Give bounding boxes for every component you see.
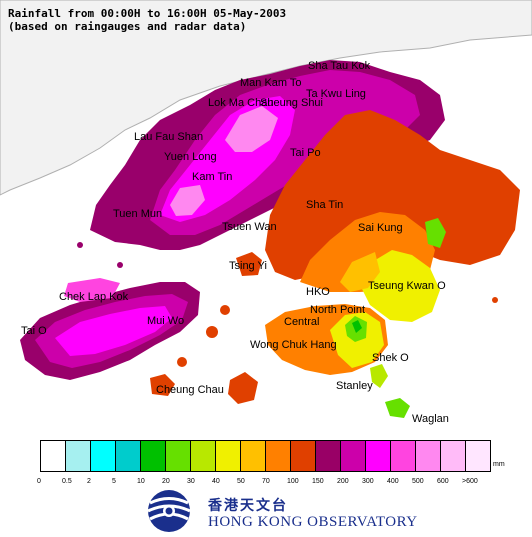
org-name-chinese: 香港天文台 xyxy=(208,498,288,514)
legend-swatch xyxy=(65,440,91,472)
place-label: Sha Tau Kok xyxy=(308,60,371,72)
place-label: Tuen Mun xyxy=(113,208,163,220)
map-title: Rainfall from 00:00H to 16:00H 05-May-20… xyxy=(8,7,287,20)
legend-swatch xyxy=(115,440,141,472)
place-label: Mui Wo xyxy=(147,315,185,327)
place-label: Stanley xyxy=(336,380,373,392)
legend-swatch xyxy=(265,440,291,472)
hk-island-darkgreen xyxy=(352,320,362,333)
sai-kung-islands xyxy=(425,218,446,248)
legend-tick-label: 50 xyxy=(237,478,245,485)
place-label: North Point xyxy=(310,304,366,316)
legend-swatch xyxy=(465,440,491,472)
lamma-island xyxy=(228,372,258,404)
legend-swatch xyxy=(340,440,366,472)
place-label: Tai Po xyxy=(290,147,321,159)
rainfall-legend xyxy=(40,440,492,472)
legend-unit: mm xyxy=(493,461,505,468)
legend-swatch xyxy=(140,440,166,472)
place-label: Ta Kwu Ling xyxy=(306,88,366,100)
legend-tick-label: 0.5 xyxy=(62,478,72,485)
legend-swatch xyxy=(215,440,241,472)
legend-tick-label: 500 xyxy=(412,478,424,485)
legend-tick-label: 150 xyxy=(312,478,324,485)
place-label: Lok Ma Chau xyxy=(208,97,274,109)
legend-swatch xyxy=(165,440,191,472)
place-label: Sheung Shui xyxy=(260,97,323,109)
hko-logo-icon xyxy=(147,490,191,532)
legend-tick-label: 5 xyxy=(112,478,116,485)
kowloon-gold xyxy=(340,252,380,292)
legend-tick-label: 400 xyxy=(387,478,399,485)
legend-tick-label: 300 xyxy=(362,478,374,485)
chek-lap-kok-pink xyxy=(64,278,120,302)
legend-tick-label: >600 xyxy=(462,478,478,485)
org-name-english: HONG KONG OBSERVATORY xyxy=(208,514,418,530)
legend-tick-label: 10 xyxy=(137,478,145,485)
rainfall-map: Rainfall from 00:00H to 16:00H 05-May-20… xyxy=(0,0,532,425)
waglan-area-island xyxy=(385,398,410,418)
legend-swatch xyxy=(415,440,441,472)
legend-swatch xyxy=(40,440,66,472)
rainfall-core-light xyxy=(225,106,278,152)
shek-o-islet xyxy=(370,364,388,388)
place-label: HKO xyxy=(306,286,330,298)
place-label: Shek O xyxy=(372,352,409,364)
legend-swatch xyxy=(390,440,416,472)
place-label: Sha Tin xyxy=(306,199,344,211)
legend-tick-label: 70 xyxy=(262,478,270,485)
place-label: Lau Fau Shan xyxy=(134,131,204,143)
place-label: Chek Lap Kok xyxy=(59,291,129,303)
legend-tick-label: 100 xyxy=(287,478,299,485)
place-label: Wong Chuk Hang xyxy=(250,339,337,351)
kowloon-yellow xyxy=(360,250,440,322)
place-label: Waglan xyxy=(412,413,449,425)
mainland-area xyxy=(0,0,532,196)
legend-tick-label: 200 xyxy=(337,478,349,485)
legend-swatch xyxy=(190,440,216,472)
legend-tick-label: 2 xyxy=(87,478,91,485)
place-label: Tai O xyxy=(21,325,47,337)
place-label: Sai Kung xyxy=(358,222,403,234)
cheung-chau-island xyxy=(150,374,175,396)
map-graphic xyxy=(0,0,532,418)
legend-swatch xyxy=(315,440,341,472)
legend-swatch xyxy=(90,440,116,472)
place-label: Tsing Yi xyxy=(229,260,267,272)
lantau-pink xyxy=(55,306,172,356)
rainfall-core-light-2 xyxy=(170,185,205,216)
place-label: Central xyxy=(284,316,320,328)
place-label: Yuen Long xyxy=(164,151,217,163)
legend-tick-label: 20 xyxy=(162,478,170,485)
place-label: Cheung Chau xyxy=(156,384,224,396)
tsing-yi-island xyxy=(236,252,262,276)
place-label: Tsuen Wan xyxy=(222,221,277,233)
legend-tick-label: 600 xyxy=(437,478,449,485)
legend-tick-label: 0 xyxy=(37,478,41,485)
legend-tick-label: 30 xyxy=(187,478,195,485)
legend-swatch xyxy=(365,440,391,472)
legend-swatch xyxy=(290,440,316,472)
map-subtitle: (based on raingauges and radar data) xyxy=(8,20,247,33)
place-label: Man Kam To xyxy=(240,77,302,89)
legend-swatch xyxy=(240,440,266,472)
place-label: Tseung Kwan O xyxy=(368,280,446,292)
legend-swatch xyxy=(440,440,466,472)
legend-tick-label: 40 xyxy=(212,478,220,485)
place-label: Kam Tin xyxy=(192,171,233,183)
